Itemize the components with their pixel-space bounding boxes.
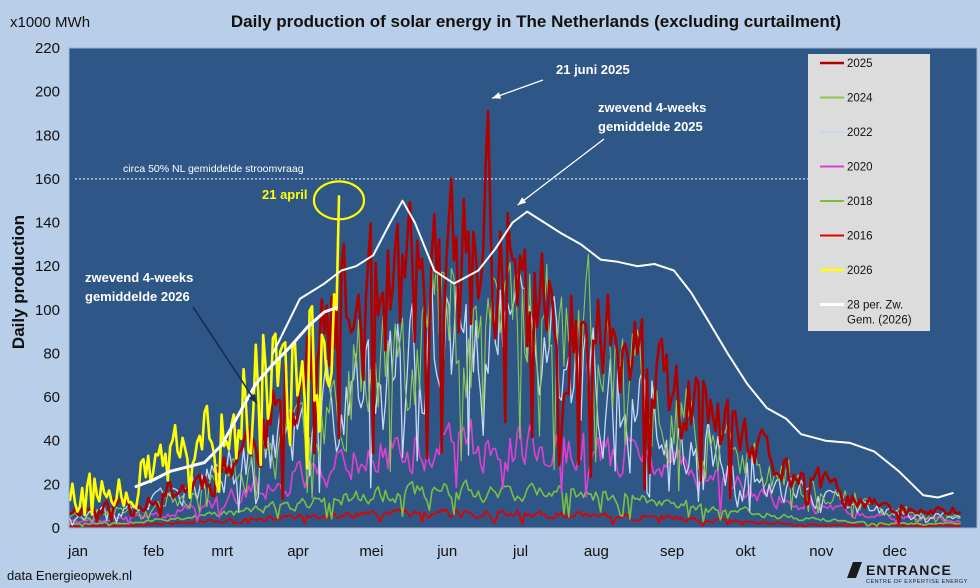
april-peak-label: 21 april	[262, 187, 308, 202]
x-tick-label: feb	[143, 543, 164, 560]
x-tick-labels: jan feb mrt apr mei jun jul aug sep okt nov dec	[67, 543, 907, 560]
series-line-2016	[69, 508, 961, 528]
series-line-4-weeks-2025	[271, 199, 954, 499]
y-tick-label: 120	[35, 258, 60, 275]
y-tick-label: 180	[35, 127, 60, 144]
legend-label: 2022	[847, 127, 873, 139]
y-tick-label: 20	[43, 476, 60, 493]
plot-area-border	[68, 47, 978, 529]
y-tick-label: 100	[35, 302, 60, 319]
series-line-28-per-zw-gem-2026-	[134, 306, 338, 488]
legend-label: 2026	[847, 265, 873, 277]
avg-2025-label-line1: zwevend 4-weeks	[598, 100, 706, 115]
x-tick-label: nov	[809, 543, 834, 560]
avg-2025-arrow	[517, 138, 605, 206]
legend-label: 2020	[847, 162, 873, 174]
avg-2026-label-line2: gemiddelde 2026	[85, 289, 190, 304]
chart-title: Daily production of solar energy in The …	[231, 12, 841, 31]
x-tick-label: okt	[735, 543, 756, 560]
legend: 2025 2024 2022 2020 2018 2016 2026 28 per. Zw. G…	[820, 58, 912, 327]
peak-2025-label: 21 juni 2025	[556, 62, 630, 77]
x-tick-label: jan	[67, 543, 88, 560]
x-tick-label: mrt	[211, 543, 233, 560]
series-line-2022	[69, 273, 961, 526]
y-tick-label: 60	[43, 389, 60, 406]
logo-text: ENTRANCE	[866, 562, 952, 578]
y-tick-label: 220	[35, 40, 60, 57]
legend-label: 2024	[847, 93, 873, 105]
legend-label: 2016	[847, 231, 873, 243]
series-line-2025	[68, 110, 962, 525]
y-tick-label: 80	[43, 345, 60, 362]
y-tick-label: 160	[35, 171, 60, 188]
x-tick-label: jul	[512, 543, 528, 560]
peak-2025-arrowhead	[492, 92, 502, 99]
legend-label: 2025	[847, 58, 873, 70]
x-tick-label: mei	[359, 543, 383, 560]
peak-2025-arrow	[491, 79, 544, 99]
x-tick-label: jun	[436, 543, 457, 560]
entrance-logo: ENTRANCE CENTRE OF EXPERTISE ENERGY	[847, 562, 968, 585]
y-unit-label: x1000 MWh	[10, 14, 90, 31]
avg-2025-label-line2: gemiddelde 2025	[598, 119, 703, 134]
y-tick-label: 0	[52, 520, 60, 537]
y-tick-label: 140	[35, 215, 60, 232]
avg-2026-label-line1: zwevend 4-weeks	[85, 270, 193, 285]
legend-label: 2018	[847, 196, 873, 208]
y-tick-labels: 0 20 40 60 80 100 120 140 160 180 200 220	[35, 40, 60, 537]
y-axis-title: Daily production	[9, 215, 28, 349]
x-tick-label: dec	[883, 543, 908, 560]
x-tick-label: apr	[287, 543, 309, 560]
logo-tagline: CENTRE OF EXPERTISE ENERGY	[866, 579, 968, 585]
april-peak-highlight	[312, 180, 366, 221]
series-line-2020	[69, 418, 961, 525]
entrance-logo-icon	[847, 562, 862, 578]
reference-label: circa 50% NL gemiddelde stroomvraag	[123, 163, 304, 175]
series-layer	[68, 110, 962, 528]
legend-label: 28 per. Zw.	[847, 300, 903, 312]
avg-2025-arrowhead	[517, 197, 527, 206]
y-tick-label: 200	[35, 84, 60, 101]
source-label: data Energieopwek.nl	[7, 568, 132, 583]
legend-label-cont: Gem. (2026)	[847, 315, 912, 327]
x-tick-label: aug	[584, 543, 609, 560]
legend-box	[808, 54, 930, 331]
x-tick-label: sep	[660, 543, 684, 560]
avg-2026-arrowhead	[248, 393, 257, 404]
avg-2026-arrow	[192, 306, 258, 405]
y-tick-label: 40	[43, 433, 60, 450]
